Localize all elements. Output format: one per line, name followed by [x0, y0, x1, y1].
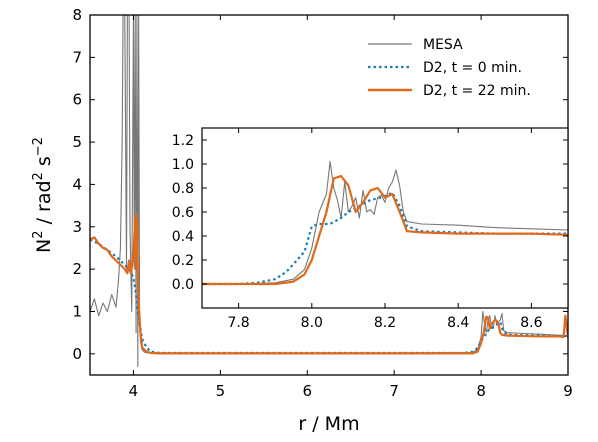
y-axis-label: N2 / rad2 s−2 — [31, 137, 55, 253]
main-x-tick-label: 5 — [216, 382, 226, 400]
main-y-tick-label: 3 — [72, 218, 82, 236]
inset-y-tick-label: 1.0 — [172, 157, 194, 173]
legend: MESA D2, t = 0 min. D2, t = 22 min. — [368, 37, 531, 99]
inset-x-tick-label: 8.4 — [447, 315, 469, 331]
inset-series-2-line — [202, 191, 568, 286]
inset-x-tick-label: 8.0 — [301, 315, 323, 331]
inset-y-tick-label: 0.8 — [172, 181, 194, 197]
y-axis-label-unit: s — [33, 156, 55, 172]
inset-x-tick-label: 8.6 — [520, 315, 542, 331]
main-plot-series — [90, 15, 568, 368]
inset-series-3-line — [202, 174, 568, 286]
main-y-tick-label: 2 — [72, 260, 82, 278]
main-y-tick-label: 4 — [72, 175, 82, 193]
legend-label-1: MESA — [423, 37, 463, 53]
inset-y-tick-label: 1.2 — [172, 133, 194, 149]
main-series-3-line — [90, 212, 568, 355]
y-axis-label-base: N — [33, 239, 55, 253]
inset-x-tick-label: 8.2 — [374, 315, 396, 331]
inset-series-1-line — [202, 161, 568, 285]
inset-y-tick-label: 0.0 — [172, 277, 194, 293]
legend-label-3: D2, t = 22 min. — [423, 83, 531, 99]
main-y-tick-label: 8 — [72, 6, 82, 24]
inset-x-tick-label: 7.8 — [227, 315, 249, 331]
main-x-tick-label: 7 — [389, 382, 399, 400]
y-axis-label-sup3: −2 — [31, 137, 46, 156]
main-y-tick-label: 1 — [72, 302, 82, 320]
x-axis-label: r / Mm — [298, 413, 359, 435]
inset-background — [202, 128, 568, 308]
main-x-tick-label: 9 — [563, 382, 573, 400]
inset-y-tick-label: 0.2 — [172, 253, 194, 269]
main-x-tick-label: 4 — [129, 382, 139, 400]
main-y-ticks: 0 1 2 3 4 5 6 7 8 — [72, 6, 568, 363]
main-x-tick-label: 8 — [476, 382, 486, 400]
inset-y-tick-label: 0.6 — [172, 205, 194, 221]
y-axis-label-sup2: 2 — [31, 172, 46, 180]
inset-x-ticks: 7.8 8.0 8.2 8.4 8.6 — [227, 128, 543, 331]
legend-label-2: D2, t = 0 min. — [423, 60, 522, 76]
y-axis-label-mid: / rad — [33, 180, 55, 230]
main-x-tick-label: 6 — [302, 382, 312, 400]
main-x-ticks: 4 5 6 7 8 9 — [129, 15, 573, 400]
main-y-tick-label: 5 — [72, 133, 82, 151]
y-axis-label-sup1: 2 — [31, 230, 46, 238]
main-y-tick-label: 7 — [72, 48, 82, 66]
inset-y-tick-label: 0.4 — [172, 229, 194, 245]
main-y-tick-label: 6 — [72, 91, 82, 109]
main-y-tick-label: 0 — [72, 345, 82, 363]
inset-plot-series — [202, 161, 568, 286]
inset-y-ticks: 0.0 0.2 0.4 0.6 0.8 1.0 1.2 — [172, 133, 568, 293]
